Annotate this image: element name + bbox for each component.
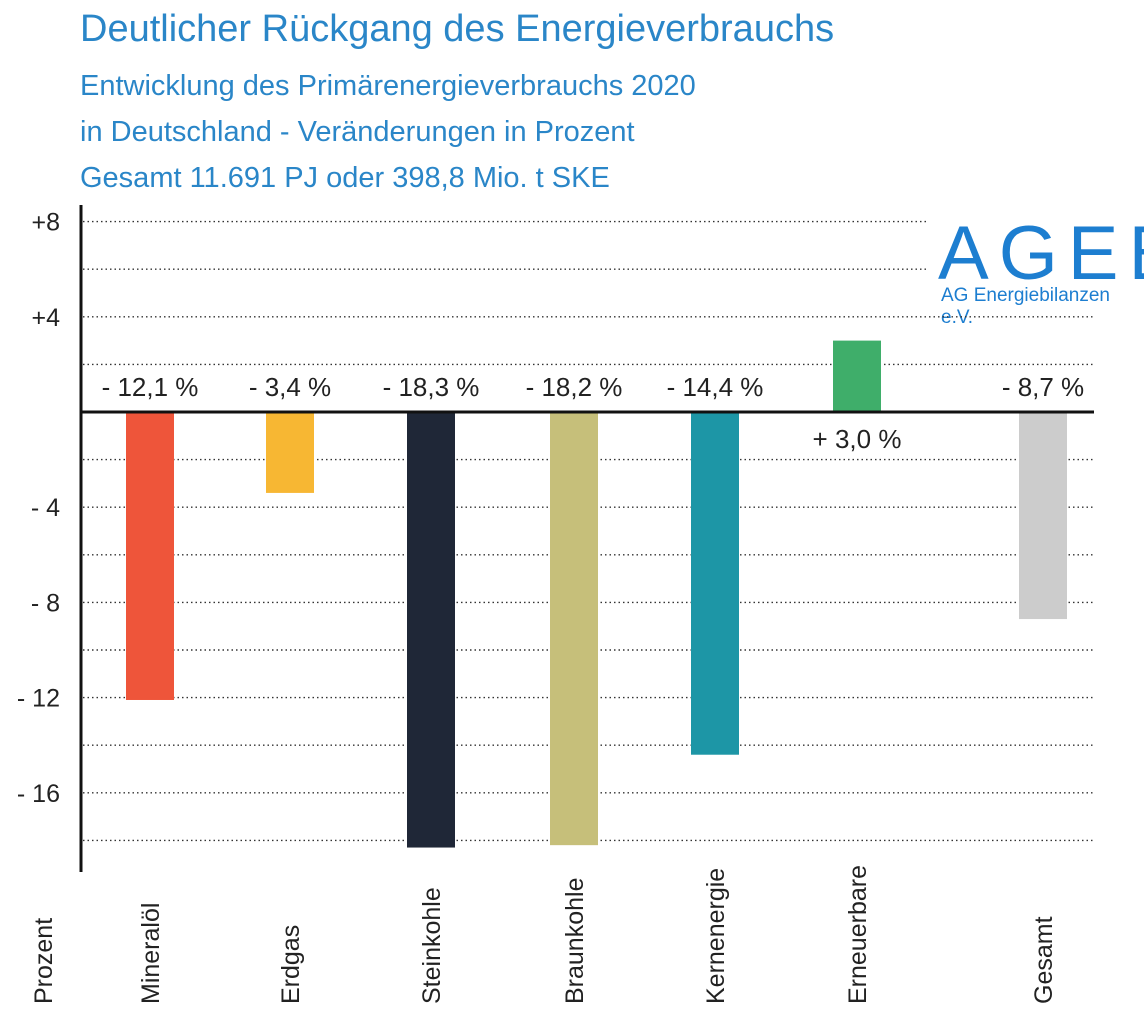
bar-erneuerbare (833, 340, 881, 412)
value-label: - 18,3 % (383, 372, 480, 402)
value-label: - 3,4 % (249, 372, 331, 402)
bar-minerall (126, 412, 174, 700)
bar-erdgas (266, 412, 314, 493)
value-label: - 18,2 % (526, 372, 623, 402)
category-label: Kernenergie (702, 868, 730, 1004)
category-label: Braunkohle (561, 878, 589, 1004)
y-tick-label: - 8 (31, 589, 60, 617)
chart-subtitle-line-3: Gesamt 11.691 PJ oder 398,8 Mio. t SKE (80, 162, 610, 194)
value-label: - 14,4 % (667, 372, 764, 402)
y-tick-label: - 4 (31, 494, 60, 522)
y-tick-label: - 16 (17, 780, 60, 808)
chart-subtitle-line-2: in Deutschland - Veränderungen in Prozen… (80, 116, 635, 148)
y-tick-labels: +8 +4 - 4 - 8 - 12 - 16 (17, 209, 60, 808)
category-label: Steinkohle (418, 887, 446, 1004)
category-labels: Mineralöl Erdgas Steinkohle Braunkohle Kerne… (137, 865, 1058, 1004)
y-tick-label: +8 (31, 209, 60, 237)
value-label: - 8,7 % (1002, 372, 1084, 402)
category-label: Erdgas (277, 925, 305, 1004)
bars (126, 340, 1067, 848)
bar-kernenergie (691, 412, 739, 755)
category-label: Mineralöl (137, 903, 165, 1004)
y-axis-label: Prozent (30, 918, 58, 1004)
value-label: + 3,0 % (813, 424, 902, 454)
chart-title: Deutlicher Rückgang des Energieverbrauch… (80, 8, 835, 50)
bar-steinkohle (407, 412, 455, 848)
chart-subtitle-line-1: Entwicklung des Primärenergieverbrauchs … (80, 70, 696, 102)
value-labels: - 12,1 % - 3,4 % - 18,3 % - 18,2 % - 14,4 % +… (102, 372, 1085, 454)
category-label: Erneuerbare (844, 865, 872, 1004)
category-label: Gesamt (1030, 916, 1058, 1004)
y-tick-label: - 12 (17, 685, 60, 713)
ageb-logo: AGEB (938, 211, 1144, 296)
y-tick-label: +4 (31, 304, 60, 332)
value-label: - 12,1 % (102, 372, 199, 402)
bar-braunkohle (550, 412, 598, 846)
bar-gesamt (1019, 412, 1067, 620)
ageb-logo-tagline: AG Energiebilanzen e.V. (941, 285, 1110, 328)
